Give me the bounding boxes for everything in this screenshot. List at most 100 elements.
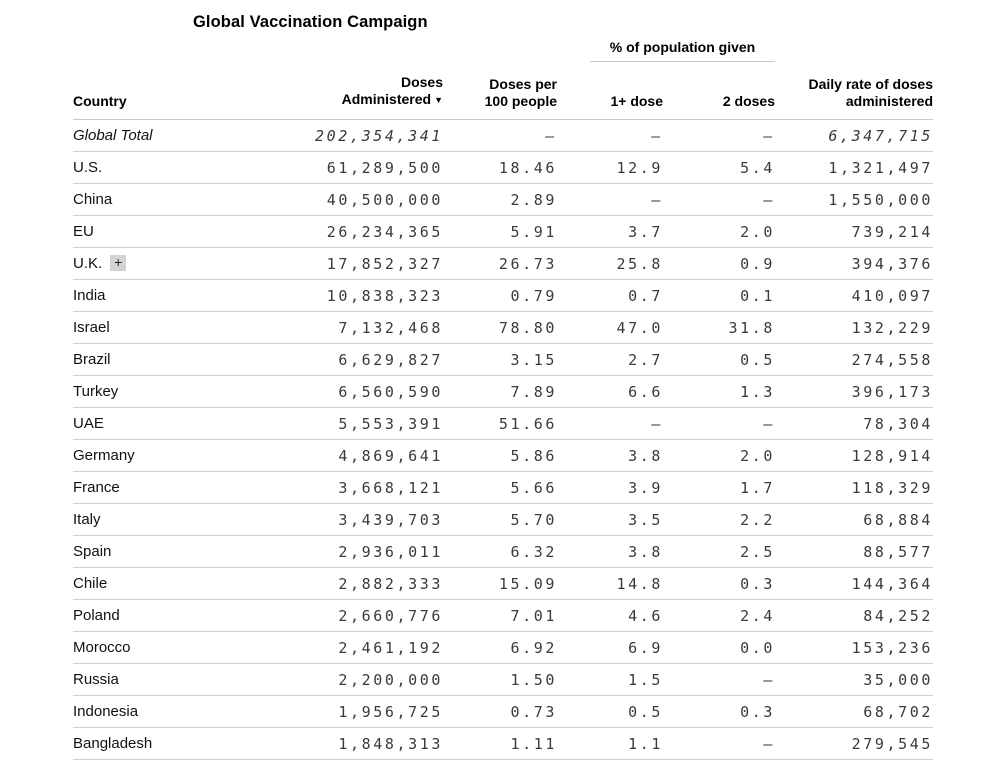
two-doses-cell: 0.3 — [663, 695, 775, 728]
daily-rate-cell: 84,252 — [775, 599, 933, 632]
doses-administered-line2: Administered — [341, 91, 432, 107]
country-cell: U.S. — [73, 151, 263, 184]
table-row: EU 26,234,365 5.91 3.7 2.0 739,214 — [73, 215, 933, 248]
country-cell: Indonesia — [73, 695, 263, 728]
doses-administered-cell: 2,660,776 — [263, 599, 443, 632]
two-doses-cell: 2.2 — [663, 503, 775, 536]
table-row: Russia 2,200,000 1.50 1.5 – 35,000 — [73, 663, 933, 696]
country-label: Italy — [73, 511, 101, 528]
doses-administered-cell: 2,936,011 — [263, 535, 443, 568]
country-label: Turkey — [73, 383, 119, 400]
page-title: Global Vaccination Campaign — [193, 13, 428, 31]
doses-administered-cell: 10,838,323 — [263, 279, 443, 312]
one-plus-dose-cell: 14.8 — [557, 567, 663, 600]
expand-button[interactable]: + — [110, 255, 127, 271]
table-row: Brazil 6,629,827 3.15 2.7 0.5 274,558 — [73, 343, 933, 376]
doses-per-100-cell: 7.01 — [443, 599, 557, 632]
daily-rate-cell: 68,702 — [775, 695, 933, 728]
table-row: China 40,500,000 2.89 – – 1,550,000 — [73, 183, 933, 216]
column-header-country: Country — [73, 62, 263, 120]
doses-administered-cell: 2,461,192 — [263, 631, 443, 664]
one-plus-dose-cell: 6.9 — [557, 631, 663, 664]
two-doses-cell: 31.8 — [663, 311, 775, 344]
daily-rate-cell: 6,347,715 — [775, 119, 933, 152]
doses-administered-cell: 6,629,827 — [263, 343, 443, 376]
two-doses-cell: 0.9 — [663, 247, 775, 280]
country-cell: Russia — [73, 663, 263, 696]
doses-per-100-cell: 5.66 — [443, 471, 557, 504]
table-row: Global Total 202,354,341 – – – 6,347,715 — [73, 119, 933, 152]
country-label: U.S. — [73, 159, 103, 176]
daily-rate-cell: 144,364 — [775, 567, 933, 600]
country-label: India — [73, 287, 106, 304]
country-cell: Israel — [73, 311, 263, 344]
two-doses-cell: – — [663, 407, 775, 440]
doses-administered-cell: 202,354,341 — [263, 119, 443, 152]
doses-per-100-cell: 6.32 — [443, 535, 557, 568]
table-row: UAE 5,553,391 51.66 – – 78,304 — [73, 407, 933, 440]
daily-rate-cell: 410,097 — [775, 279, 933, 312]
daily-rate-cell: 1,550,000 — [775, 183, 933, 216]
population-given-group-header: % of population given — [557, 36, 775, 62]
header-group-spacer — [775, 36, 933, 62]
table-row: France 3,668,121 5.66 3.9 1.7 118,329 — [73, 471, 933, 504]
daily-rate-cell: 396,173 — [775, 375, 933, 408]
table-row: India 10,838,323 0.79 0.7 0.1 410,097 — [73, 279, 933, 312]
doses-per-100-cell: 5.70 — [443, 503, 557, 536]
doses-administered-cell: 3,439,703 — [263, 503, 443, 536]
one-plus-dose-cell: – — [557, 119, 663, 152]
one-plus-dose-cell: 0.5 — [557, 695, 663, 728]
country-cell: Turkey — [73, 375, 263, 408]
country-label: France — [73, 479, 120, 496]
doses-per-100-cell: – — [443, 119, 557, 152]
doses-administered-cell: 7,132,468 — [263, 311, 443, 344]
column-header-doses-administered[interactable]: Doses Administered ▼ — [263, 62, 443, 120]
two-doses-cell: 2.5 — [663, 535, 775, 568]
one-plus-dose-cell: 4.6 — [557, 599, 663, 632]
doses-per-100-cell: 0.79 — [443, 279, 557, 312]
table-row: Germany 4,869,641 5.86 3.8 2.0 128,914 — [73, 439, 933, 472]
doses-per-100-cell: 1.50 — [443, 663, 557, 696]
daily-rate-cell: 88,577 — [775, 535, 933, 568]
doses-administered-cell: 2,882,333 — [263, 567, 443, 600]
country-cell: UAE — [73, 407, 263, 440]
doses-per-100-line1: Doses per — [489, 76, 557, 92]
two-doses-cell: 1.7 — [663, 471, 775, 504]
country-cell: China — [73, 183, 263, 216]
doses-administered-cell: 5,553,391 — [263, 407, 443, 440]
doses-administered-cell: 61,289,500 — [263, 151, 443, 184]
doses-per-100-cell: 78.80 — [443, 311, 557, 344]
country-label: Brazil — [73, 351, 111, 368]
doses-administered-cell: 1,956,725 — [263, 695, 443, 728]
sort-descending-icon: ▼ — [434, 94, 443, 105]
doses-per-100-cell: 2.89 — [443, 183, 557, 216]
table-row: Chile 2,882,333 15.09 14.8 0.3 144,364 — [73, 567, 933, 600]
daily-rate-line1: Daily rate of doses — [808, 76, 934, 92]
doses-per-100-cell: 7.89 — [443, 375, 557, 408]
doses-per-100-cell: 5.86 — [443, 439, 557, 472]
table-row: U.S. 61,289,500 18.46 12.9 5.4 1,321,497 — [73, 151, 933, 184]
country-label: Russia — [73, 671, 119, 688]
doses-administered-cell: 40,500,000 — [263, 183, 443, 216]
country-label: Chile — [73, 575, 108, 592]
table-row: Israel 7,132,468 78.80 47.0 31.8 132,229 — [73, 311, 933, 344]
one-plus-dose-cell: 3.8 — [557, 439, 663, 472]
one-plus-dose-cell: 2.7 — [557, 343, 663, 376]
one-plus-dose-cell: 3.8 — [557, 535, 663, 568]
table-row: Turkey 6,560,590 7.89 6.6 1.3 396,173 — [73, 375, 933, 408]
two-doses-cell: – — [663, 663, 775, 696]
country-cell: Morocco — [73, 631, 263, 664]
country-cell: EU — [73, 215, 263, 248]
country-label: Indonesia — [73, 703, 139, 720]
one-plus-dose-cell: 12.9 — [557, 151, 663, 184]
country-label: UAE — [73, 415, 104, 432]
table-row: Poland 2,660,776 7.01 4.6 2.4 84,252 — [73, 599, 933, 632]
country-label: Germany — [73, 447, 135, 464]
vaccination-table: % of population given Country Doses Admi… — [73, 36, 933, 760]
one-plus-dose-cell: 3.7 — [557, 215, 663, 248]
country-cell: Poland — [73, 599, 263, 632]
daily-rate-cell: 35,000 — [775, 663, 933, 696]
country-cell: Global Total — [73, 119, 263, 152]
doses-administered-cell: 3,668,121 — [263, 471, 443, 504]
